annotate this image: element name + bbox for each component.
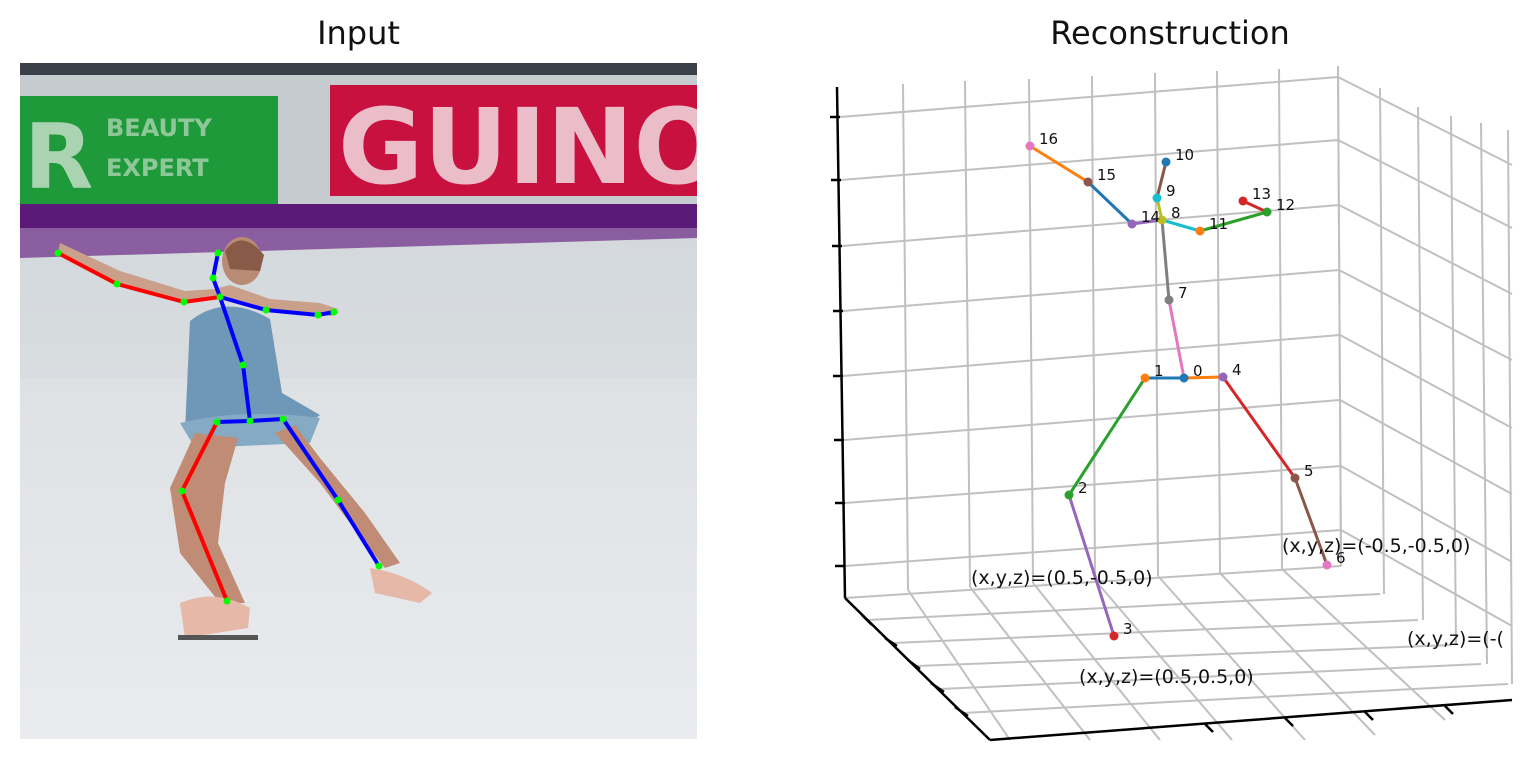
bone-8-14 [1130,218,1164,226]
annotation-back-left: (x,y,z)=(0.5,0.5,0) [1079,666,1254,688]
joint-11 [1195,226,1205,236]
bone-8-11 [1160,218,1202,233]
annotation-front-left: (x,y,z)=(0.5,-0.5,0) [971,567,1153,589]
annotation-back-right: (x,y,z)=(-( [1407,628,1504,650]
joint-9 [1152,193,1162,203]
joint-label-9: 9 [1166,182,1176,200]
reconstruction-panel-title: Reconstruction [1050,14,1290,52]
joint-2d [239,361,247,369]
joint-16 [1025,141,1035,151]
skeleton-2d-left [210,251,381,568]
joint-2d [334,496,342,504]
joint-13 [1238,196,1248,206]
joint-label-11: 11 [1209,215,1228,233]
bone-14-15 [1086,180,1134,226]
joint-0 [1179,373,1189,383]
joint-label-3: 3 [1123,620,1133,638]
joint-2d [54,249,62,257]
joint-2d [209,274,217,282]
annotation-front-right: (x,y,z)=(-0.5,-0.5,0) [1282,535,1470,557]
joint-2d [216,293,224,301]
bone-4-5 [1221,375,1297,480]
joint-2d [213,418,221,426]
joint-label-2: 2 [1078,479,1088,497]
joint-label-16: 16 [1039,130,1058,148]
green-banner-line1: BEAUTY [106,114,212,142]
bone-5-6 [1293,476,1329,567]
grid-side-wall [1337,65,1513,685]
skeleton-3d-joints [1025,141,1332,641]
grid-floor [844,565,1509,741]
bone-1-2 [1067,376,1147,497]
joint-4 [1218,372,1228,382]
joint-label-4: 4 [1232,361,1242,379]
red-banner-text: GUINO [338,86,697,208]
joint-12 [1262,207,1272,217]
joint-5 [1290,473,1300,483]
grid-back-wall [839,65,1342,591]
green-banner [20,96,278,204]
joint-2d [314,311,322,319]
bone-2-3 [1067,493,1116,638]
joint-2d [262,306,270,314]
joint-2d [330,308,338,316]
joint-label-6: 6 [1336,549,1346,567]
joint-label-0: 0 [1193,362,1203,380]
joint-3 [1109,631,1119,641]
input-image-panel: R BEAUTY EXPERT GUINO [20,63,697,739]
joint-label-8: 8 [1171,204,1181,222]
joint-label-10: 10 [1175,146,1194,164]
joint-label-7: 7 [1178,284,1188,302]
joint-2d [246,417,254,425]
input-panel-title: Input [317,14,400,52]
joint-2d [178,487,186,495]
bone-11-12 [1198,210,1269,233]
joint-label-13: 13 [1252,185,1271,203]
bone-9-10 [1155,160,1168,200]
joint-2d [375,562,383,570]
joint-label-12: 12 [1276,196,1295,214]
joint-2d [113,280,121,288]
joint-1 [1140,373,1150,383]
joint-6 [1322,560,1332,570]
joint-label-15: 15 [1097,166,1116,184]
skeleton-2d-joints [54,249,383,605]
joint-2 [1064,490,1074,500]
axis-ticks [830,115,1454,733]
purple-stripe-taper [20,228,697,258]
joint-label-1: 1 [1154,362,1164,380]
joint-14 [1127,219,1137,229]
joint-15 [1083,177,1093,187]
bone-7-8 [1160,218,1171,302]
bone-0-4 [1182,375,1225,380]
joint-2d [214,249,222,257]
joint-label-14: 14 [1141,208,1160,226]
green-banner-line2: EXPERT [106,154,209,182]
joint-8 [1157,215,1167,225]
bone-15-16 [1028,144,1090,184]
joint-2d [223,597,231,605]
green-banner-letter: R [24,105,93,210]
joint-label-5: 5 [1304,462,1314,480]
purple-stripe [20,204,697,228]
top-dark-strip [20,63,697,75]
red-banner [330,85,697,196]
joint-7 [1164,295,1174,305]
joint-2d [279,415,287,423]
joint-10 [1161,157,1171,167]
bone-0-7 [1167,298,1186,380]
joint-2d [180,298,188,306]
